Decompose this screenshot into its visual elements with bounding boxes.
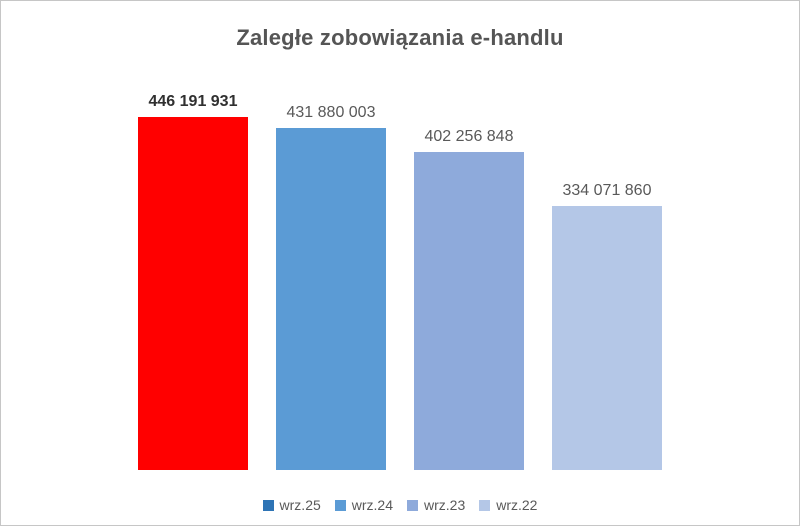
legend-item-wrz.24: wrz.24 — [334, 497, 393, 513]
legend-label-wrz.24: wrz.24 — [351, 497, 393, 513]
value-label-wrz.25: 446 191 931 — [148, 93, 238, 110]
value-label-wrz.24: 431 880 003 — [286, 104, 376, 121]
legend-label-wrz.22: wrz.22 — [496, 497, 538, 513]
bar-wrz.23 — [414, 152, 524, 470]
legend-label-wrz.23: wrz.23 — [424, 497, 466, 513]
legend-marker-icon — [334, 499, 346, 511]
bar-wrz.25 — [138, 117, 248, 470]
chart-title: Zaległe zobowiązania e-handlu — [236, 25, 564, 50]
legend-marker-icon — [262, 499, 274, 511]
legend-item-wrz.25: wrz.25 — [262, 497, 321, 513]
legend-label-wrz.25: wrz.25 — [279, 497, 321, 513]
bar-wrz.22 — [552, 206, 662, 470]
legend-item-wrz.22: wrz.22 — [479, 497, 537, 513]
bar-wrz.24 — [276, 128, 386, 470]
value-label-wrz.23: 402 256 848 — [424, 128, 514, 145]
legend-item-wrz.23: wrz.23 — [407, 497, 465, 513]
legend-marker-icon — [479, 499, 491, 511]
value-label-wrz.22: 334 071 860 — [562, 182, 652, 199]
legend-marker-icon — [407, 499, 418, 511]
legend: wrz.25 wrz.24 wrz.23 wrz.22 — [1, 497, 799, 513]
